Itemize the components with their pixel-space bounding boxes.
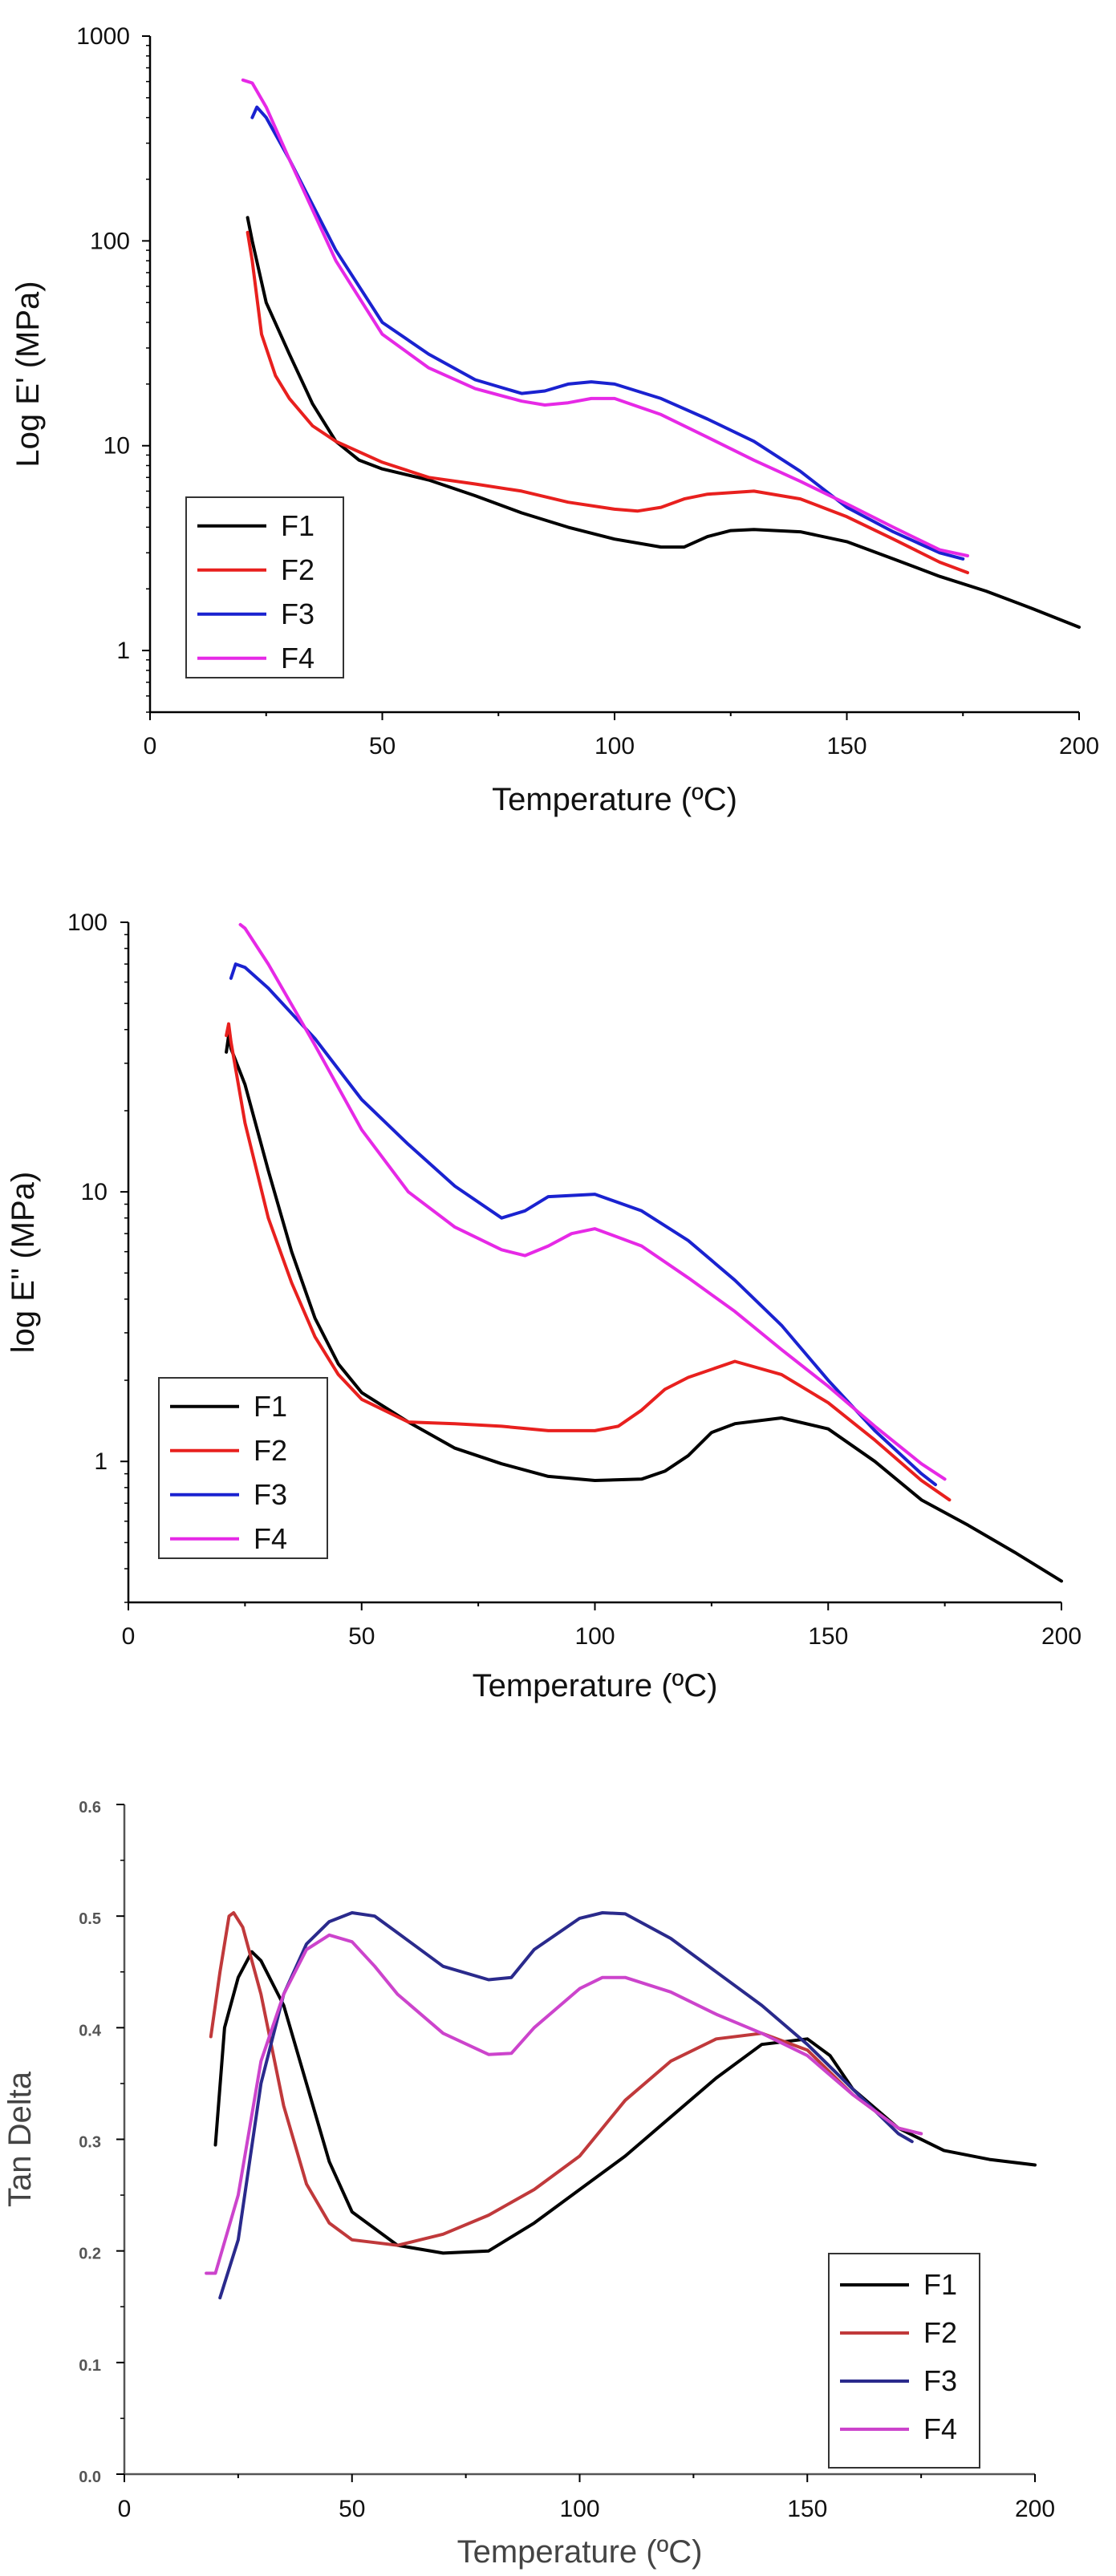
legend-box	[828, 2253, 980, 2469]
y-tick-label: 0.6	[79, 1799, 101, 1817]
y-axis-title: Tan Delta	[2, 2071, 38, 2207]
y-tick-label: 0.2	[79, 2246, 101, 2263]
loss-modulus-chart: 0 50 100 150 200 1 10 100 Temperature (ºC) log E'…	[6, 909, 1082, 1703]
x-tick-label: 0	[118, 2496, 132, 2522]
x-axis-title: Temperature (ºC)	[473, 1668, 718, 1703]
series-line-f2	[209, 1911, 923, 2247]
legend-label-f1: F1	[281, 509, 315, 542]
x-tick-label: 50	[369, 733, 396, 759]
y-tick-label: 100	[90, 228, 130, 254]
legend-label-f1: F1	[254, 1390, 287, 1423]
y-tick-label: 10	[81, 1179, 108, 1205]
x-tick-label: 200	[1059, 733, 1099, 759]
x-tick-label: 150	[826, 733, 866, 759]
x-tick-label: 50	[348, 1623, 375, 1650]
y-tick-label: 0.4	[79, 2022, 102, 2039]
x-axis-title: Temperature (ºC)	[492, 782, 737, 817]
x-tick-label: 150	[787, 2496, 827, 2522]
series-line-f4	[205, 1933, 923, 2275]
legend-label-f3: F3	[254, 1478, 287, 1511]
y-tick-label: 1	[116, 638, 130, 664]
y-tick-label: 100	[67, 909, 108, 936]
series-line-f4	[238, 922, 947, 1481]
series-line-f3	[229, 962, 937, 1487]
x-tick-label: 0	[122, 1623, 136, 1650]
x-tick-label: 100	[574, 1623, 615, 1650]
x-tick-label: 200	[1041, 1623, 1082, 1650]
legend-label-f4: F4	[254, 1522, 287, 1555]
y-tick-label: 0.1	[79, 2357, 101, 2375]
x-axis-title: Temperature (ºC)	[457, 2534, 703, 2570]
y-axis-title: log E'' (MPa)	[6, 1172, 41, 1353]
y-tick-label: 10	[103, 433, 130, 460]
legend-label-f4: F4	[281, 642, 315, 674]
y-tick-label: 0.5	[79, 1910, 101, 1928]
series-line-f2	[225, 1022, 952, 1502]
x-tick-label: 50	[339, 2496, 365, 2522]
y-axis-title: Log E' (MPa)	[10, 281, 46, 467]
series-line-f3	[218, 1911, 914, 2300]
y-tick-label: 1	[94, 1448, 108, 1475]
x-tick-label: 100	[595, 733, 635, 759]
legend-label-f4: F4	[923, 2412, 957, 2445]
x-tick-label: 100	[559, 2496, 599, 2522]
legend-label-f2: F2	[923, 2316, 957, 2349]
tan-delta-chart: 0 50 100 150 200 0.0 0.1 0.2 0.3 0.4 0.5 0.6 Tempera…	[2, 1799, 1055, 2570]
legend-label-f1: F1	[923, 2268, 957, 2301]
legend-label-f3: F3	[281, 597, 315, 630]
y-tick-label: 0.0	[79, 2469, 101, 2486]
series-line-f1	[246, 216, 1081, 629]
y-tick-label: 0.3	[79, 2134, 101, 2152]
series-line-f4	[241, 78, 969, 557]
series-line-f2	[246, 230, 969, 574]
series-line-f1	[225, 1034, 1063, 1583]
x-tick-label: 150	[808, 1623, 848, 1650]
y-tick-label: 1000	[76, 23, 130, 50]
x-tick-label: 0	[144, 733, 157, 759]
x-tick-label: 200	[1015, 2496, 1055, 2522]
storage-modulus-chart: 0 50 100 150 200 1 10 100 1000 Temperature (ºC) Lo…	[10, 23, 1099, 817]
legend-label-f2: F2	[254, 1434, 287, 1467]
legend-label-f3: F3	[923, 2364, 957, 2397]
legend-label-f2: F2	[281, 553, 315, 586]
